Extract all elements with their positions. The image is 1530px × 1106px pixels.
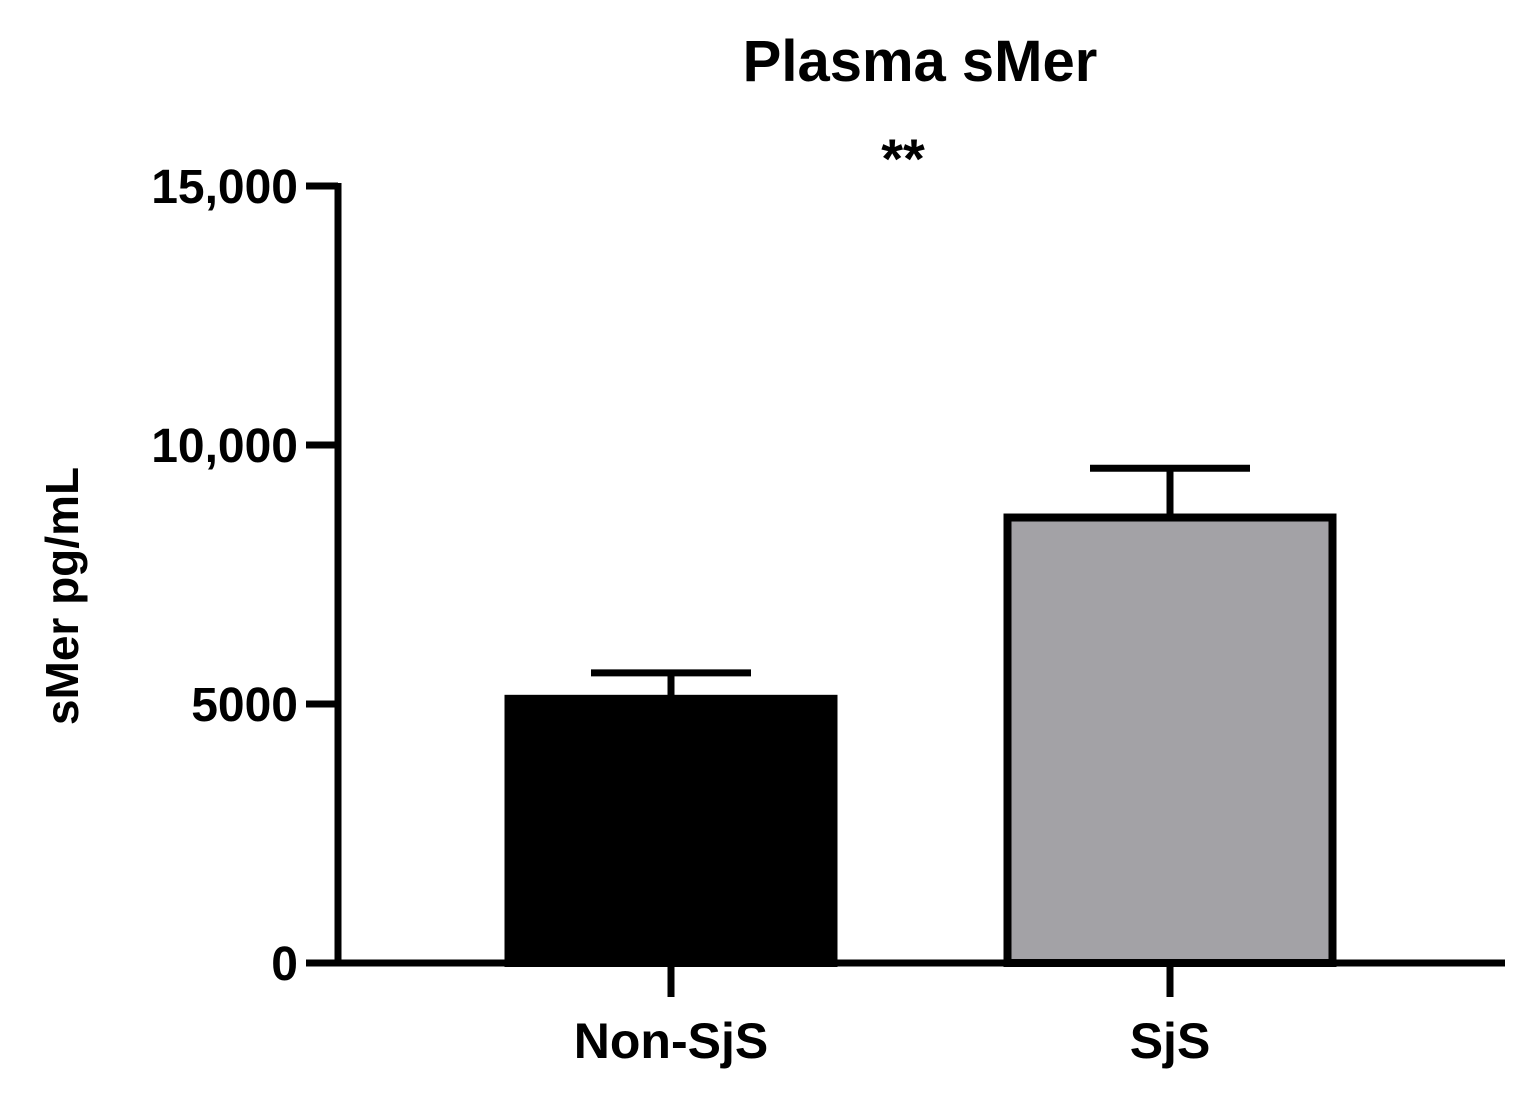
y-ticks: 0 5000 10,000 15,000: [151, 161, 338, 991]
y-tick-label-15000: 15,000: [151, 161, 298, 214]
y-tick-label-0: 0: [271, 938, 298, 991]
x-ticks: Non-SjS SjS: [574, 963, 1211, 1069]
bar-sjs: [1003, 513, 1337, 968]
chart-title: Plasma sMer: [743, 29, 1098, 94]
y-tick-label-10000: 10,000: [151, 420, 298, 473]
x-tick-label-non-sjs: Non-SjS: [574, 1013, 768, 1069]
x-tick-label-sjs: SjS: [1130, 1013, 1211, 1069]
significance-label: **: [881, 127, 925, 190]
error-bars-layer: [591, 464, 1250, 699]
y-tick-label-5000: 5000: [191, 679, 298, 732]
bar-non-sjs: [504, 694, 838, 967]
y-axis-label: sMer pg/mL: [36, 467, 88, 725]
bars-layer: [504, 513, 1337, 968]
